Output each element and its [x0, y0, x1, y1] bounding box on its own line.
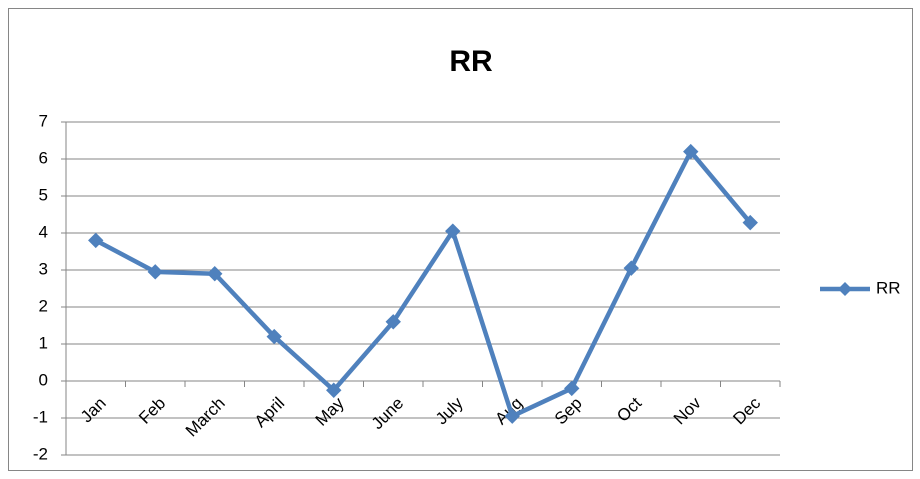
y-tick-label: 1 [39, 333, 48, 352]
point-marker [623, 260, 639, 276]
y-tick-label: 3 [39, 259, 48, 278]
y-tick-label: -1 [33, 407, 48, 426]
point-marker [564, 380, 580, 397]
point-marker [326, 382, 342, 398]
y-tick-label: 4 [39, 222, 48, 241]
y-tick-label: -2 [33, 444, 48, 463]
chart-title: RR [449, 45, 493, 78]
point-marker [742, 214, 758, 231]
point-marker [445, 223, 461, 239]
y-tick-label: 2 [39, 296, 48, 315]
legend-marker [838, 282, 852, 296]
y-tick-label: 5 [39, 185, 48, 204]
legend-label: RR [876, 278, 901, 297]
point-marker [88, 232, 104, 249]
y-tick-label: 6 [39, 148, 48, 167]
point-marker [683, 143, 699, 160]
point-marker [504, 408, 520, 424]
series-line [94, 149, 752, 419]
point-marker [266, 328, 282, 345]
y-tick-label: 0 [39, 370, 48, 389]
point-marker [385, 314, 401, 330]
chart-border [8, 8, 913, 471]
point-marker [147, 264, 163, 280]
y-tick-label: 7 [39, 111, 48, 130]
point-marker [207, 265, 223, 282]
